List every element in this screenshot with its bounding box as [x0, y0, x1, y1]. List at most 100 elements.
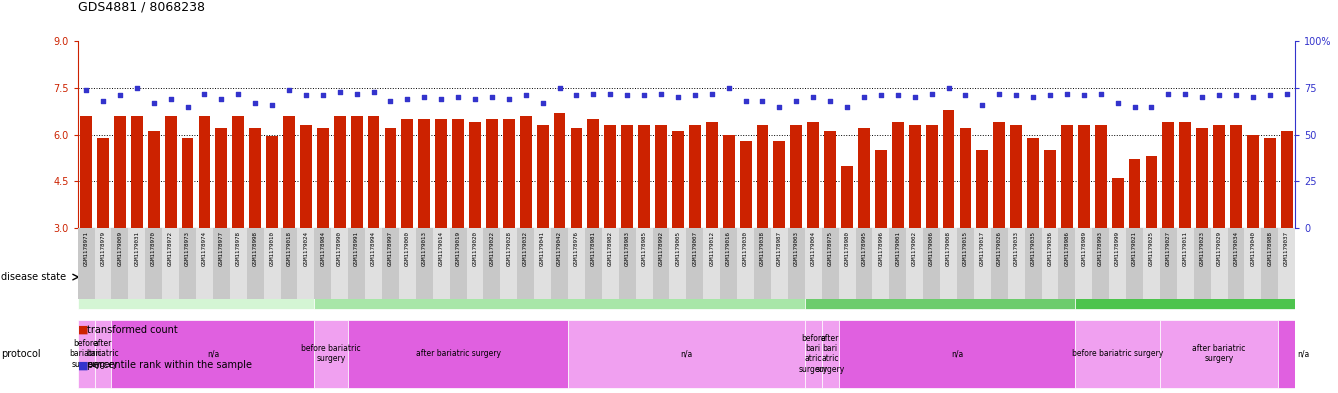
Bar	[1145, 156, 1157, 228]
Text: GSM1178993: GSM1178993	[1098, 231, 1104, 266]
Bar	[98, 138, 108, 228]
Text: GSM1179016: GSM1179016	[727, 231, 731, 266]
Bar	[1177, 228, 1193, 299]
Text: GSM1179000: GSM1179000	[405, 231, 409, 266]
Text: GSM1179007: GSM1179007	[692, 231, 697, 266]
Bar	[520, 116, 531, 228]
Point	[296, 92, 317, 99]
Bar	[1044, 150, 1056, 228]
Bar	[368, 116, 380, 228]
Bar	[416, 228, 432, 299]
Bar	[1163, 122, 1175, 228]
Point	[582, 90, 603, 97]
Bar	[467, 228, 483, 299]
Bar	[621, 125, 633, 228]
Bar	[1230, 125, 1242, 228]
Bar	[401, 119, 413, 228]
Bar	[1160, 228, 1177, 299]
Bar	[1025, 228, 1041, 299]
Bar	[872, 228, 890, 299]
Point	[447, 94, 468, 100]
Bar	[281, 228, 297, 299]
Bar	[990, 228, 1008, 299]
Text: GSM1179008: GSM1179008	[946, 231, 951, 266]
Bar	[266, 136, 278, 228]
Bar	[551, 228, 569, 299]
Point	[1276, 90, 1298, 97]
Text: GSM1178972: GSM1178972	[169, 231, 173, 266]
Bar	[78, 320, 95, 387]
Bar	[1061, 125, 1073, 228]
Bar	[755, 228, 771, 299]
Bar	[1094, 125, 1107, 228]
Bar	[486, 119, 498, 228]
Text: GSM1179010: GSM1179010	[269, 231, 274, 266]
Text: GSM1178996: GSM1178996	[878, 231, 883, 266]
Point	[227, 90, 249, 97]
Bar	[233, 116, 244, 228]
Text: GSM1178982: GSM1178982	[607, 231, 613, 266]
Bar	[569, 228, 585, 299]
Text: GSM1178979: GSM1178979	[100, 231, 106, 266]
Text: GSM1179018: GSM1179018	[286, 231, 292, 266]
Text: after bariatric surgery: after bariatric surgery	[416, 349, 500, 358]
Text: disease state: disease state	[1, 272, 67, 282]
Bar	[146, 228, 162, 299]
Bar	[720, 228, 737, 299]
Point	[668, 94, 689, 100]
Point	[549, 85, 570, 91]
Text: GSM1178980: GSM1178980	[844, 231, 850, 266]
Bar	[1211, 228, 1227, 299]
Text: GSM1178973: GSM1178973	[185, 231, 190, 266]
Bar	[1143, 228, 1160, 299]
Bar	[314, 320, 348, 387]
Point	[971, 101, 993, 108]
Bar	[1160, 320, 1278, 387]
Point	[312, 92, 333, 99]
Point	[1090, 90, 1112, 97]
Point	[396, 96, 417, 102]
Text: n/a: n/a	[207, 349, 219, 358]
Text: GSM1178994: GSM1178994	[371, 231, 376, 266]
Bar	[1127, 228, 1143, 299]
Text: GSM1179005: GSM1179005	[676, 231, 681, 266]
Bar	[656, 125, 666, 228]
Bar	[365, 228, 383, 299]
Point	[278, 86, 300, 93]
Bar	[182, 138, 194, 228]
Point	[1073, 92, 1094, 99]
Point	[329, 88, 351, 95]
Bar	[941, 228, 957, 299]
Bar	[909, 125, 921, 228]
Bar	[111, 320, 314, 387]
Bar	[1262, 228, 1278, 299]
Bar	[636, 228, 653, 299]
Point	[1005, 92, 1026, 99]
Text: n/a: n/a	[1298, 349, 1310, 358]
Point	[735, 98, 756, 104]
Bar	[246, 228, 264, 299]
Text: GSM1178995: GSM1178995	[862, 231, 867, 266]
Bar	[839, 228, 855, 299]
Bar	[351, 116, 363, 228]
Bar	[1244, 228, 1262, 299]
Text: before
bariatric
surgery: before bariatric surgery	[70, 339, 103, 369]
Point	[143, 100, 165, 106]
Text: GSM1178977: GSM1178977	[219, 231, 223, 266]
Text: GSM1178981: GSM1178981	[591, 231, 595, 266]
Point	[769, 103, 791, 110]
Bar	[419, 119, 431, 228]
Text: ■: ■	[78, 360, 88, 371]
Point	[938, 85, 959, 91]
Text: GSM1178992: GSM1178992	[658, 231, 664, 266]
Point	[785, 98, 807, 104]
Text: after bariatric
surgery: after bariatric surgery	[1192, 344, 1246, 364]
Bar	[230, 228, 246, 299]
Point	[803, 94, 824, 100]
Point	[245, 100, 266, 106]
Text: GSM1179013: GSM1179013	[421, 231, 427, 266]
Bar	[432, 228, 450, 299]
Point	[110, 92, 131, 99]
Point	[464, 96, 486, 102]
Point	[1175, 90, 1196, 97]
